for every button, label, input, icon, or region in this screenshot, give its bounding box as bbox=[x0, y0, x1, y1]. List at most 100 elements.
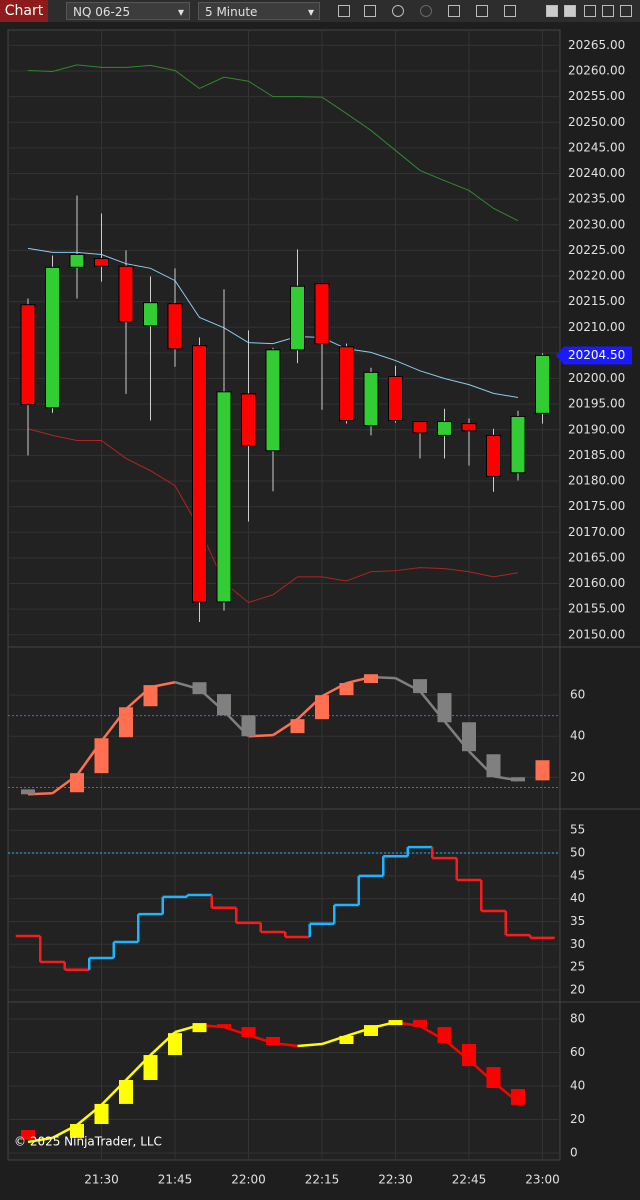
y-tick-label: 20200.00 bbox=[568, 371, 625, 385]
y-tick-label: 25 bbox=[570, 960, 585, 974]
candle-body bbox=[94, 258, 109, 267]
indicator-box bbox=[94, 1103, 109, 1125]
copyright: © 2025 NinjaTrader, LLC bbox=[14, 1135, 162, 1149]
candle-body bbox=[143, 302, 158, 327]
last-price-label: 20204.50 bbox=[568, 348, 625, 362]
indicator-box bbox=[511, 1089, 525, 1105]
y-tick-label: 20240.00 bbox=[568, 166, 625, 180]
y-tick-label: 20235.00 bbox=[568, 192, 625, 206]
toolbar: Chart NQ 06-25 5 Minute bbox=[0, 0, 640, 22]
y-tick-label: 20190.00 bbox=[568, 422, 625, 436]
x-tick-label: 23:00 bbox=[525, 1173, 560, 1187]
y-tick-label: 30 bbox=[570, 937, 585, 951]
candle-body bbox=[437, 421, 452, 436]
plot-area bbox=[7, 29, 561, 1161]
indicator-line bbox=[297, 1042, 323, 1048]
y-tick-label: 20150.00 bbox=[568, 627, 625, 641]
y-tick-label: 20155.00 bbox=[568, 602, 625, 616]
y-tick-label: 40 bbox=[570, 891, 585, 905]
close-button[interactable] bbox=[620, 5, 632, 17]
y-tick-label: 20265.00 bbox=[568, 38, 625, 52]
y-tick-label: 50 bbox=[570, 846, 585, 860]
y-tick-label: 20250.00 bbox=[568, 115, 625, 129]
indicator-box bbox=[94, 738, 109, 774]
draw-icon[interactable] bbox=[364, 5, 376, 17]
indicator-box bbox=[388, 1020, 403, 1026]
indicator-box bbox=[315, 695, 329, 720]
y-tick-label: 20230.00 bbox=[568, 217, 625, 231]
candle-body bbox=[216, 391, 232, 603]
candle-body bbox=[412, 421, 428, 434]
y-tick-label: 20220.00 bbox=[568, 269, 625, 283]
indicator-box bbox=[339, 1035, 354, 1045]
y-tick-label: 40 bbox=[570, 729, 585, 743]
band-line bbox=[27, 247, 519, 398]
zoom-in-icon[interactable] bbox=[392, 5, 404, 17]
pointer-icon[interactable] bbox=[448, 5, 460, 17]
indicator-box bbox=[364, 1025, 378, 1036]
indicator-box bbox=[217, 694, 231, 716]
y-tick-label: 20170.00 bbox=[568, 525, 625, 539]
indicator-box bbox=[486, 754, 501, 778]
indicator-box bbox=[119, 707, 133, 738]
window-icon[interactable] bbox=[564, 5, 576, 17]
y-tick-label: 60 bbox=[570, 688, 585, 702]
properties-icon[interactable] bbox=[476, 5, 488, 17]
y-tick-label: 20180.00 bbox=[568, 474, 625, 488]
y-tick-label: 20195.00 bbox=[568, 397, 625, 411]
candle-body bbox=[535, 354, 550, 414]
indicator-box bbox=[168, 1033, 182, 1056]
templates-icon[interactable] bbox=[504, 5, 516, 17]
maximize-button[interactable] bbox=[602, 5, 614, 17]
band-line bbox=[27, 64, 519, 222]
x-tick-label: 22:45 bbox=[452, 1173, 487, 1187]
candle-body bbox=[45, 266, 60, 409]
indicator-box bbox=[364, 674, 378, 684]
y-tick-label: 20165.00 bbox=[568, 550, 625, 564]
candle-body bbox=[363, 371, 379, 427]
y-tick-label: 80 bbox=[570, 1012, 585, 1026]
indicator-box bbox=[143, 1055, 158, 1080]
candle-body bbox=[69, 253, 85, 268]
candle-body bbox=[388, 375, 403, 422]
bar-type-icon[interactable] bbox=[338, 5, 350, 17]
y-tick-label: 20255.00 bbox=[568, 89, 625, 103]
band-line bbox=[27, 428, 519, 604]
interval-select[interactable]: 5 Minute bbox=[198, 2, 320, 21]
x-tick-label: 22:00 bbox=[231, 1173, 266, 1187]
zoom-out-icon[interactable] bbox=[420, 5, 432, 17]
candle-body bbox=[192, 345, 207, 603]
minimize-button[interactable] bbox=[584, 5, 596, 17]
last-price-tag bbox=[556, 346, 632, 365]
indicator-box bbox=[413, 679, 427, 694]
chart-tab[interactable]: Chart bbox=[0, 0, 48, 22]
indicator-box bbox=[119, 1079, 133, 1104]
y-tick-label: 20245.00 bbox=[568, 140, 625, 154]
candle-body bbox=[167, 303, 183, 350]
y-tick-label: 20 bbox=[570, 770, 585, 784]
indicator-box bbox=[437, 693, 452, 723]
indicator-box bbox=[21, 1130, 35, 1140]
y-tick-label: 20215.00 bbox=[568, 294, 625, 308]
y-tick-label: 20185.00 bbox=[568, 448, 625, 462]
y-tick-label: 20225.00 bbox=[568, 243, 625, 257]
y-tick-label: 55 bbox=[570, 823, 585, 837]
y-tick-label: 20 bbox=[570, 1112, 585, 1126]
indicator-box bbox=[192, 1023, 207, 1033]
y-tick-label: 35 bbox=[570, 914, 585, 928]
instrument-select[interactable]: NQ 06-25 bbox=[66, 2, 190, 21]
indicator-box bbox=[511, 777, 525, 782]
indicator-box bbox=[339, 683, 354, 696]
y-tick-label: 20 bbox=[570, 982, 585, 996]
candle-body bbox=[461, 423, 477, 432]
window-icon[interactable] bbox=[546, 5, 558, 17]
indicator-box bbox=[70, 1124, 84, 1138]
x-tick-label: 21:30 bbox=[84, 1173, 119, 1187]
indicator-box bbox=[21, 789, 35, 795]
indicator-box bbox=[241, 715, 256, 737]
x-tick-label: 21:45 bbox=[158, 1173, 193, 1187]
x-tick-label: 22:30 bbox=[378, 1173, 413, 1187]
y-tick-label: 20160.00 bbox=[568, 576, 625, 590]
